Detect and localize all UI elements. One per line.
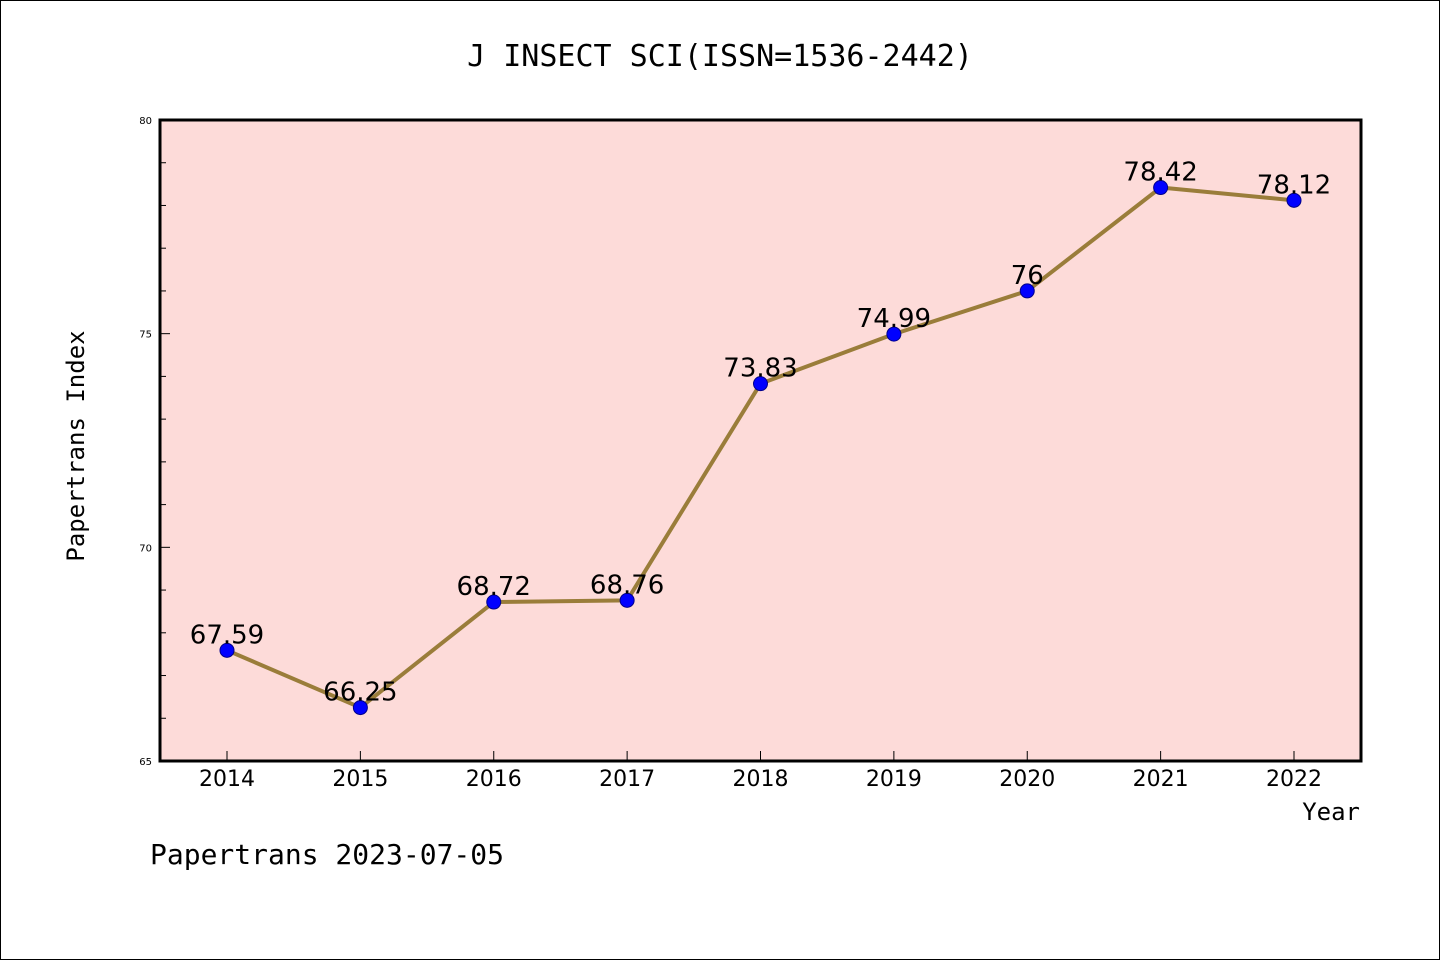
x-tick-label: 2022 (1266, 767, 1322, 792)
x-tick-label: 2014 (199, 767, 255, 792)
x-tick-label: 2020 (999, 767, 1055, 792)
x-tick-label: 2017 (599, 767, 655, 792)
data-point (1019, 283, 1035, 299)
data-label: 78.42 (1123, 158, 1197, 188)
data-point (619, 592, 635, 608)
data-label: 68.72 (457, 572, 531, 602)
data-point (352, 700, 368, 716)
data-label: 74.99 (857, 304, 931, 334)
data-label: 76 (1011, 261, 1044, 291)
data-label: 73.83 (723, 354, 797, 384)
data-point (886, 326, 902, 342)
x-tick-label: 2016 (466, 767, 522, 792)
data-label: 67.59 (190, 620, 264, 650)
x-tick-label: 2019 (866, 767, 922, 792)
y-tick-label: 75 (139, 330, 152, 341)
chart-title: J INSECT SCI(ISSN=1536-2442) (467, 39, 973, 74)
data-point (219, 642, 235, 658)
x-tick-label: 2015 (332, 767, 388, 792)
y-axis: 65 70 75 80 (139, 116, 170, 768)
y-axis-label: Papertrans Index (62, 330, 90, 561)
data-label: 66.25 (323, 678, 397, 708)
data-point (1286, 192, 1302, 208)
y-tick-label: 70 (139, 543, 152, 554)
data-point (486, 594, 502, 610)
x-tick-label: 2018 (733, 767, 789, 792)
data-point (753, 376, 768, 392)
y-tick-label: 65 (139, 757, 152, 768)
plot-area (158, 118, 1363, 763)
footer-credit: Papertrans 2023-07-05 (150, 838, 504, 871)
y-tick-label: 80 (139, 116, 152, 127)
data-label: 78.12 (1257, 170, 1331, 200)
data-labels: 67.59 66.25 68.72 68.76 73.83 74.99 76 78.42 78.… (190, 158, 1331, 708)
data-point (1153, 180, 1169, 196)
x-tick-label: 2021 (1133, 767, 1189, 792)
series-group (219, 180, 1302, 716)
x-axis: 2014 2015 2016 2017 2018 2019 2020 2021 2022 (199, 751, 1322, 792)
x-axis-label: Year (1302, 798, 1360, 826)
data-label: 68.76 (590, 570, 664, 600)
